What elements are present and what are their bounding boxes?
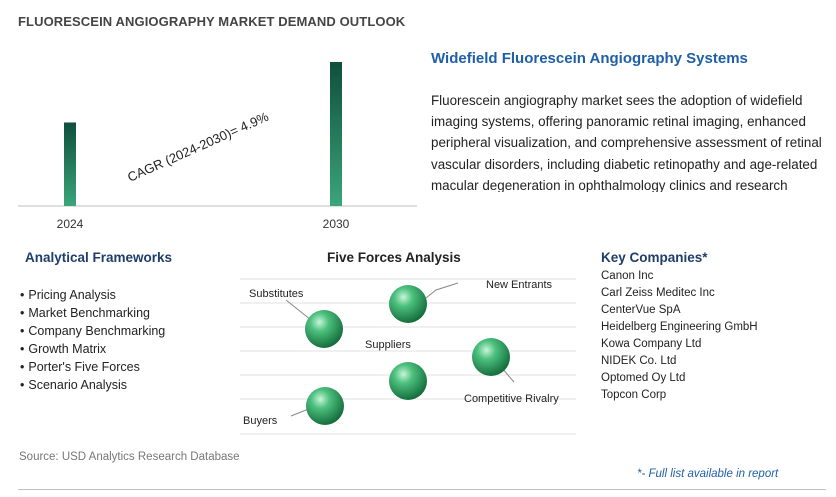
analytical-frameworks-list: Pricing Analysis Market Benchmarking Com… — [20, 286, 165, 394]
five-forces-diagram: Substitutes New Entrants Suppliers Compe… — [240, 278, 576, 435]
key-companies-title: Key Companies* — [601, 250, 708, 265]
substitutes-sphere — [305, 310, 343, 348]
cagr-annotation: CAGR (2024-2030)= 4.9% — [125, 109, 271, 185]
bar-2024 — [64, 122, 76, 206]
page-title: FLUORESCEIN ANGIOGRAPHY MARKET DEMAND OU… — [18, 14, 406, 29]
list-item: Topcon Corp — [601, 389, 667, 401]
buyers-sphere — [306, 387, 344, 425]
suppliers-label: Suppliers — [365, 339, 411, 351]
competitive-rivalry-label: Competitive Rivalry — [464, 393, 559, 405]
list-item: Scenario Analysis — [20, 376, 165, 394]
list-item: Optomed Oy Ltd — [601, 372, 686, 384]
source-note: Source: USD Analytics Research Database — [19, 451, 240, 463]
key-companies-list: Canon Inc Carl Zeiss Meditec Inc CenterV… — [601, 268, 758, 404]
list-item: Pricing Analysis — [20, 286, 165, 304]
five-forces-title: Five Forces Analysis — [327, 250, 461, 265]
bottom-divider — [18, 489, 826, 490]
substitutes-label: Substitutes — [249, 288, 304, 300]
list-item: Heidelberg Engineering GmbH — [601, 321, 758, 333]
list-item: Canon Inc — [601, 270, 654, 282]
list-item: Market Benchmarking — [20, 304, 165, 322]
market-bar-chart: 2024 2030 CAGR (2024-2030)= 4.9% — [18, 62, 417, 231]
new-entrants-label: New Entrants — [486, 279, 553, 291]
x-tick-label-2024: 2024 — [57, 217, 84, 231]
x-tick-label-2030: 2030 — [323, 217, 350, 231]
bar-2030 — [330, 62, 342, 206]
list-item: Company Benchmarking — [20, 322, 165, 340]
list-item: Carl Zeiss Meditec Inc — [601, 287, 715, 299]
analytical-frameworks-title: Analytical Frameworks — [25, 250, 173, 265]
footnote: *- Full list available in report — [637, 468, 779, 480]
suppliers-sphere — [389, 362, 427, 400]
segment-title: Widefield Fluorescein Angiography System… — [431, 50, 748, 67]
list-item: NIDEK Co. Ltd — [601, 355, 677, 367]
list-item: Kowa Company Ltd — [601, 338, 702, 350]
list-item: CenterVue SpA — [601, 304, 681, 316]
segment-description: Fluorescein angiography market sees the … — [431, 93, 822, 192]
list-item: Porter's Five Forces — [20, 358, 165, 376]
new-entrants-sphere — [389, 285, 427, 323]
list-item: Growth Matrix — [20, 340, 165, 358]
competitive-rivalry-sphere — [472, 338, 510, 376]
buyers-label: Buyers — [243, 415, 278, 427]
